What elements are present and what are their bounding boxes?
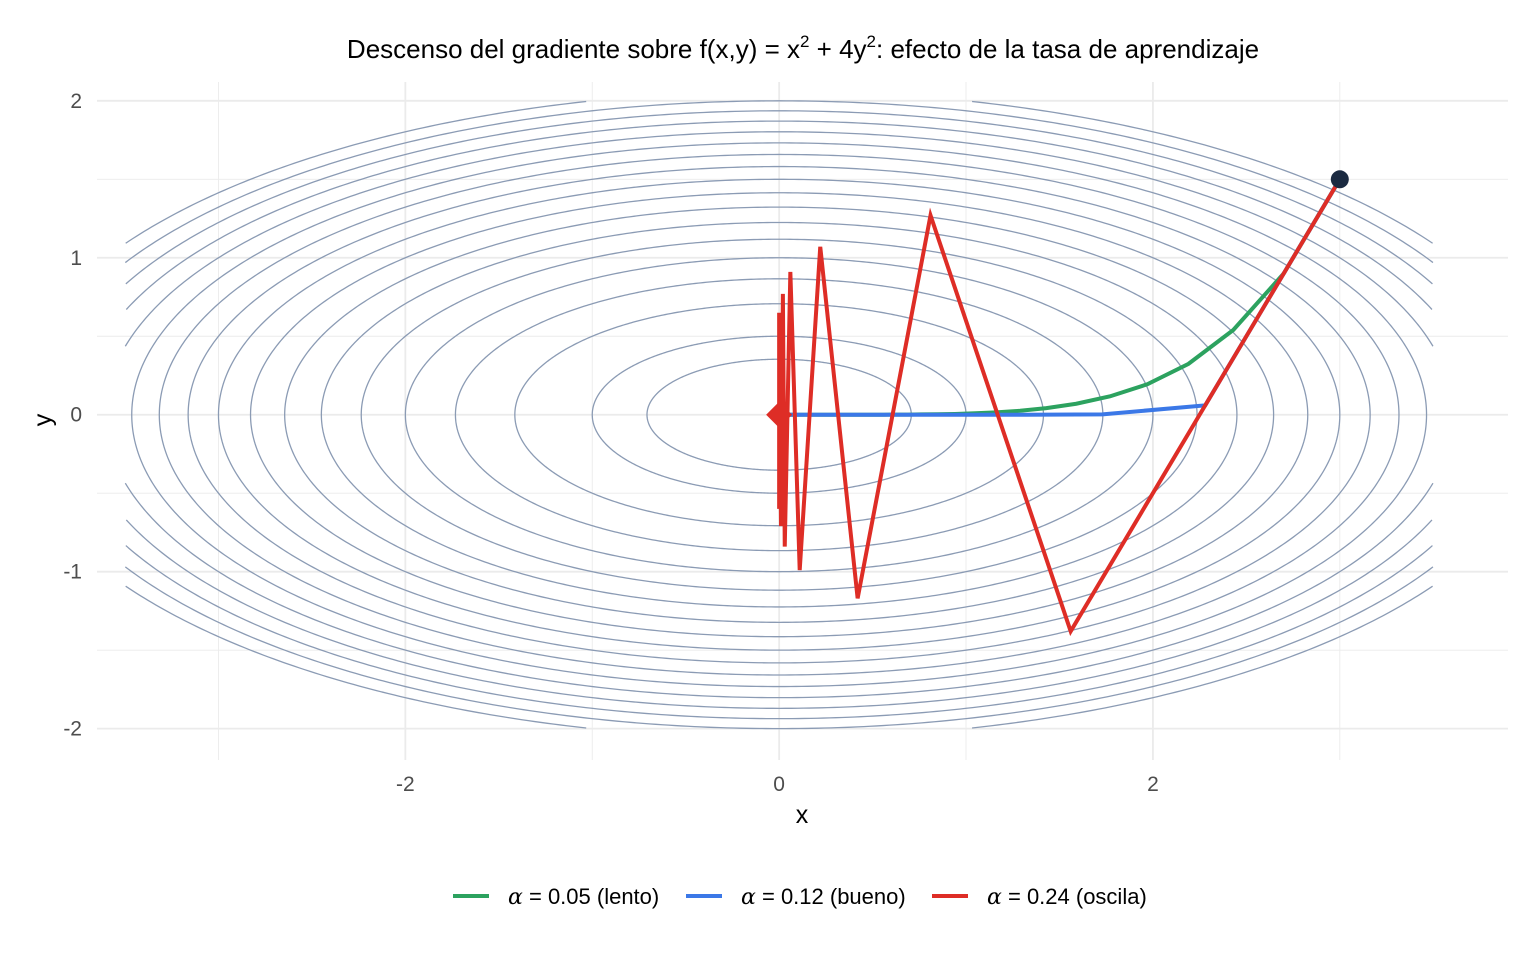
y-tick-label: 2 xyxy=(70,90,82,113)
contour-line xyxy=(404,257,1154,573)
legend-item-2: α = 0.12 (bueno) xyxy=(686,884,906,910)
trajectory-series-3 xyxy=(777,178,1342,637)
contour-line xyxy=(125,120,1433,709)
contour-line xyxy=(591,335,967,494)
contour-line xyxy=(360,238,1198,591)
contour-line xyxy=(131,142,1428,688)
y-tick-label: -1 xyxy=(63,561,82,584)
y-axis-ticks: -2 -1 0 1 2 xyxy=(63,90,82,741)
contour-line xyxy=(124,131,1434,699)
x-tick-label: -2 xyxy=(396,773,415,796)
y-tick-label: 0 xyxy=(70,404,82,427)
contour-line xyxy=(124,100,1434,730)
contour-line xyxy=(454,278,1104,552)
contour-line xyxy=(249,192,1309,638)
legend-label: α = 0.12 (bueno) xyxy=(741,884,906,910)
contour-line xyxy=(158,153,1400,676)
contour-line xyxy=(125,110,1433,720)
contour-line xyxy=(320,221,1238,608)
contours xyxy=(124,100,1434,730)
chart-title: Descenso del gradiente sobre f(x,y) = x2… xyxy=(347,32,1259,64)
start-point-marker xyxy=(1330,170,1349,189)
y-tick-label: 1 xyxy=(70,247,82,270)
y-tick-label: -2 xyxy=(63,718,82,741)
legend-label: α = 0.24 (oscila) xyxy=(987,884,1147,910)
markers xyxy=(766,170,1349,428)
legend: α = 0.05 (lento) α = 0.12 (bueno) α = 0.24… xyxy=(453,884,1147,910)
x-axis-label: x xyxy=(796,801,809,829)
legend-item-3: α = 0.24 (oscila) xyxy=(932,884,1147,910)
minimum-marker xyxy=(766,401,793,428)
contour-line xyxy=(125,100,1433,729)
trajectories xyxy=(777,178,1342,637)
legend-label: α = 0.05 (lento) xyxy=(508,884,659,910)
legend-item-1: α = 0.05 (lento) xyxy=(453,884,659,910)
x-tick-label: 2 xyxy=(1147,773,1159,796)
y-axis-label: y xyxy=(29,413,57,426)
x-tick-label: 0 xyxy=(773,773,785,796)
x-axis-ticks: -2 0 2 xyxy=(396,773,1159,796)
contour-line xyxy=(187,165,1371,664)
contour-line xyxy=(284,206,1275,623)
contour-line xyxy=(217,178,1341,651)
